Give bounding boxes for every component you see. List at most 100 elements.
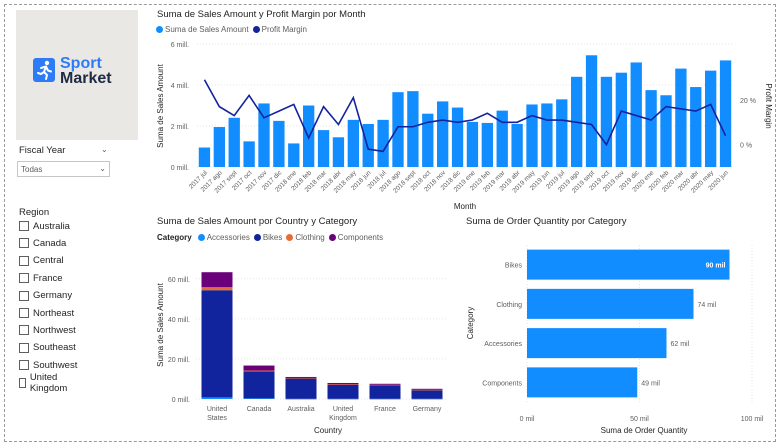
bar-segment-clothing [411,389,443,391]
x-tick-label: 50 mil [630,416,649,423]
x-axis-title: Country [314,426,342,435]
bar-segment-clothing [369,384,401,386]
y2-tick-label: 20 % [740,98,756,105]
bar-sales [556,99,568,167]
x-tick-label: Australia [287,406,314,413]
bar-sales [347,119,359,167]
region-option[interactable]: Canada [19,237,66,249]
bar-sales [422,113,434,167]
x-tick-label: United [207,406,227,413]
region-option-label: United Kingdom [29,371,68,394]
bar-segment-components [327,382,359,385]
y2-tick-label: 0 % [740,143,752,150]
stacked-chart-legend: Category Accessories Bikes Clothing Comp… [157,233,383,242]
region-checkbox[interactable] [19,377,26,388]
hbar [527,249,730,280]
y-tick-label: 0 mill. [172,397,190,404]
region-checkbox[interactable] [19,342,29,353]
region-option-label: Central [33,255,64,267]
bar-sales [258,103,270,167]
bar-sales [600,76,613,167]
bar-sales [481,122,493,167]
fiscal-year-dropdown[interactable]: Todas ⌄ [17,161,110,177]
region-option[interactable]: Australia [19,220,70,232]
region-option[interactable]: Southeast [19,342,76,354]
data-label: 49 mil [641,380,660,387]
region-checkbox[interactable] [19,255,29,266]
bar-segment-bikes [201,290,233,398]
y-tick-label: 2 mill. [171,124,189,131]
bar-segment-clothing [327,384,359,385]
bar-segment-accessories [411,398,443,400]
region-option[interactable]: Southwest [19,359,77,371]
bar-sales [526,104,538,167]
logo-wordmark: Sport Market [60,55,112,87]
region-checkbox[interactable] [19,290,29,301]
bar-sales [407,91,419,167]
bar-segment-accessories [369,398,401,400]
bar-sales [243,141,255,167]
region-checkbox[interactable] [19,360,29,371]
region-option[interactable]: United Kingdom [19,372,71,394]
region-option[interactable]: France [19,272,63,284]
line-profit-margin [203,79,727,153]
region-option[interactable]: Northeast [19,307,74,319]
bar-segment-accessories [327,398,359,400]
bar-segment-components [243,365,275,371]
y-tick-label: Accessories [484,341,522,348]
hbar-chart-title: Suma de Order Quantity por Category [466,216,627,227]
hbar [527,328,667,359]
region-option-label: France [33,272,63,284]
legend-margin: Profit Margin [261,25,307,34]
y-tick-label: 20 mill. [168,357,190,364]
bar-sales [645,90,657,167]
y-tick-label: 4 mill. [171,83,189,90]
region-checkbox[interactable] [19,325,29,336]
fiscal-year-label: Fiscal Year [19,145,66,156]
legend-bikes: Bikes [262,233,283,242]
bar-segment-bikes [411,390,443,399]
bar-sales [392,92,404,167]
legend-accessories: Accessories [206,233,250,242]
bar-sales [362,123,374,167]
region-checkbox[interactable] [19,273,29,284]
region-checkbox[interactable] [19,221,29,231]
chevron-down-icon[interactable]: ⌄ [101,145,108,154]
y-tick-label: 60 mill. [168,277,190,284]
bar-sales [585,55,598,167]
y-axis-title: Suma de Sales Amount [156,282,165,366]
bar-sales [705,70,717,167]
bar-sales [496,110,508,167]
x-tick-label: States [207,415,227,422]
bar-segment-bikes [327,384,359,399]
hbar [527,367,638,398]
report-canvas [4,4,776,442]
region-checkbox[interactable] [19,238,29,249]
runner-icon [33,58,55,82]
data-label: 74 mil [698,302,717,309]
y2-axis-title: Profit Margin [764,83,773,128]
bar-sales [288,143,300,167]
y-tick-label: 0 mill. [171,165,189,172]
bar-segment-bikes [285,378,317,399]
x-axis-title: Month [454,202,476,211]
bar-sales [377,119,389,167]
bar-sales [273,120,285,167]
region-checkbox[interactable] [19,308,29,318]
dropdown-chevron-icon: ⌄ [99,164,106,173]
logo-tile: Sport Market [16,10,138,140]
bar-segment-bikes [369,385,401,399]
region-option[interactable]: Germany [19,290,72,302]
x-tick-label: 0 mil [520,416,535,423]
x-tick-label: 100 mil [741,416,764,423]
legend-clothing: Clothing [295,233,325,242]
fiscal-year-selected: Todas [21,165,43,174]
legend-sales: Suma de Sales Amount [165,25,249,34]
y-tick-label: Clothing [496,302,522,309]
region-option[interactable]: Northwest [19,324,76,336]
bar-segment-clothing [285,377,317,379]
region-option[interactable]: Central [19,255,64,267]
